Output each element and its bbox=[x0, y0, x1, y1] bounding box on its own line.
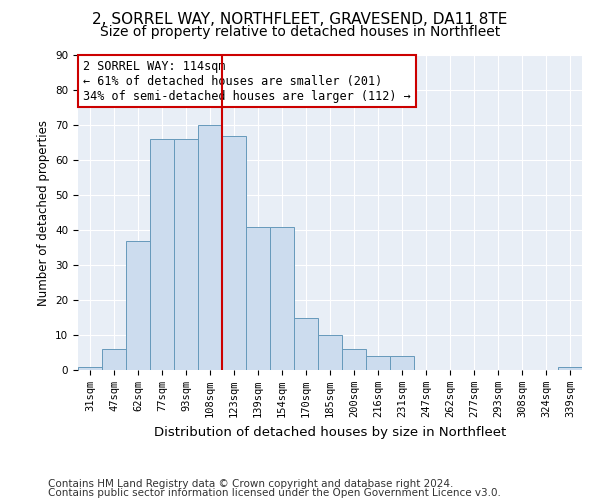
Bar bbox=[150, 139, 174, 370]
Bar bbox=[198, 125, 222, 370]
Text: Contains public sector information licensed under the Open Government Licence v3: Contains public sector information licen… bbox=[48, 488, 501, 498]
Bar bbox=[102, 349, 126, 370]
Bar bbox=[78, 366, 102, 370]
Bar bbox=[126, 240, 150, 370]
Bar bbox=[390, 356, 414, 370]
Bar bbox=[558, 366, 582, 370]
Text: 2, SORREL WAY, NORTHFLEET, GRAVESEND, DA11 8TE: 2, SORREL WAY, NORTHFLEET, GRAVESEND, DA… bbox=[92, 12, 508, 28]
Bar bbox=[222, 136, 246, 370]
X-axis label: Distribution of detached houses by size in Northfleet: Distribution of detached houses by size … bbox=[154, 426, 506, 438]
Text: Size of property relative to detached houses in Northfleet: Size of property relative to detached ho… bbox=[100, 25, 500, 39]
Bar bbox=[318, 335, 342, 370]
Y-axis label: Number of detached properties: Number of detached properties bbox=[37, 120, 50, 306]
Bar bbox=[270, 226, 294, 370]
Bar bbox=[294, 318, 318, 370]
Bar bbox=[366, 356, 390, 370]
Text: Contains HM Land Registry data © Crown copyright and database right 2024.: Contains HM Land Registry data © Crown c… bbox=[48, 479, 454, 489]
Bar bbox=[246, 226, 270, 370]
Bar bbox=[174, 139, 198, 370]
Text: 2 SORREL WAY: 114sqm
← 61% of detached houses are smaller (201)
34% of semi-deta: 2 SORREL WAY: 114sqm ← 61% of detached h… bbox=[83, 60, 411, 102]
Bar bbox=[342, 349, 366, 370]
